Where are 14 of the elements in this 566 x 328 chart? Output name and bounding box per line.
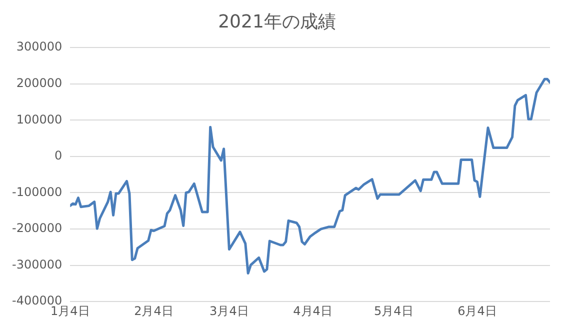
y-tick-label: 100000 [16, 112, 62, 126]
x-tick-label: 2月4日 [134, 304, 174, 318]
y-tick-label: -100000 [12, 184, 62, 199]
y-tick-label: -300000 [12, 257, 62, 272]
x-tick-label: 5月4日 [374, 304, 414, 318]
y-tick-label: -200000 [12, 221, 62, 236]
y-tick-label: 200000 [16, 76, 62, 90]
x-tick-label: 6月4日 [458, 304, 497, 318]
x-tick-label: 4月4日 [293, 304, 332, 318]
chart-title: 2021年の成績 [218, 11, 336, 32]
x-tick-label: 3月4日 [210, 304, 249, 318]
x-tick-label: 1月4日 [50, 304, 90, 318]
y-tick-label: 300000 [16, 40, 62, 54]
y-tick-label: 0 [54, 148, 62, 163]
